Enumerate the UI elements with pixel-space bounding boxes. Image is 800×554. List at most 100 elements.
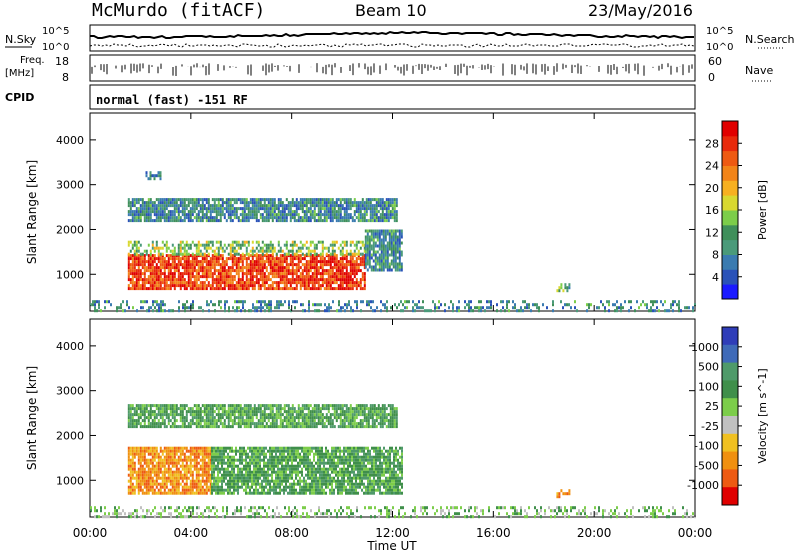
echo-cell bbox=[205, 488, 208, 492]
echo-cell bbox=[244, 309, 246, 313]
echo-cell bbox=[135, 284, 138, 288]
echo-cell bbox=[159, 278, 162, 282]
echo-cell bbox=[193, 198, 196, 202]
echo-cell bbox=[215, 446, 217, 450]
echo-cell bbox=[175, 467, 178, 471]
echo-cell bbox=[239, 287, 242, 291]
echo-cell bbox=[267, 254, 270, 258]
echo-cell bbox=[307, 482, 309, 486]
echo-cell bbox=[211, 470, 213, 474]
echo-cell bbox=[201, 284, 204, 288]
echo-cell bbox=[315, 473, 317, 477]
echo-cell bbox=[308, 300, 310, 304]
echo-cell bbox=[221, 278, 224, 282]
echo-cell bbox=[225, 488, 227, 492]
echo-cell bbox=[202, 309, 204, 313]
echo-cell bbox=[261, 207, 264, 211]
echo-cell bbox=[237, 482, 239, 486]
echo-cell bbox=[225, 476, 227, 480]
echo-cell bbox=[614, 303, 616, 307]
echo-cell bbox=[254, 306, 256, 310]
echo-cell bbox=[191, 458, 194, 462]
echo-cell bbox=[207, 473, 210, 477]
echo-cell bbox=[139, 467, 142, 471]
echo-cell bbox=[347, 482, 349, 486]
echo-cell bbox=[245, 278, 248, 282]
echo-cell bbox=[231, 269, 234, 273]
echo-cell bbox=[255, 252, 258, 256]
echo-cell bbox=[153, 249, 156, 253]
echo-cell bbox=[341, 449, 343, 453]
echo-cell bbox=[351, 260, 354, 264]
echo-cell bbox=[217, 260, 220, 264]
echo-cell bbox=[203, 458, 206, 462]
echo-cell bbox=[197, 272, 200, 276]
echo-cell bbox=[253, 249, 256, 253]
echo-cell bbox=[261, 219, 264, 223]
echo-cell bbox=[175, 284, 178, 288]
echo-cell bbox=[127, 458, 130, 462]
echo-cell bbox=[269, 240, 272, 244]
echo-cell bbox=[390, 262, 393, 266]
echo-cell bbox=[293, 455, 295, 459]
echo-cell bbox=[179, 249, 182, 253]
echo-cell bbox=[248, 309, 250, 313]
echo-cell bbox=[177, 272, 180, 276]
echo-cell bbox=[331, 249, 334, 253]
echo-cell bbox=[251, 210, 254, 214]
echo-cell bbox=[163, 479, 166, 483]
echo-cell bbox=[203, 266, 206, 270]
echo-cell bbox=[269, 204, 272, 208]
echo-cell bbox=[364, 247, 367, 251]
echo-cell bbox=[211, 272, 214, 276]
echo-cell bbox=[311, 249, 314, 253]
echo-cell bbox=[151, 278, 154, 282]
echo-cell bbox=[341, 491, 343, 495]
echo-cell bbox=[193, 275, 196, 279]
echo-cell bbox=[307, 210, 310, 214]
echo-cell bbox=[287, 467, 289, 471]
echo-cell bbox=[267, 257, 270, 261]
echo-cell bbox=[347, 449, 349, 453]
echo-cell bbox=[243, 201, 246, 205]
echo-cell bbox=[317, 287, 320, 291]
noise-search-trace bbox=[89, 43, 695, 48]
echo-cell bbox=[353, 269, 356, 273]
echo-cell bbox=[193, 464, 196, 468]
echo-cell bbox=[295, 278, 298, 282]
echo-cell bbox=[384, 229, 387, 233]
echo-cell bbox=[215, 198, 218, 202]
echo-cell bbox=[656, 306, 658, 310]
echo-cell bbox=[233, 216, 236, 220]
echo-cell bbox=[165, 246, 168, 250]
echo-cell bbox=[257, 266, 260, 270]
echo-cell bbox=[327, 257, 330, 261]
echo-cell bbox=[257, 260, 260, 264]
echo-cell bbox=[339, 278, 342, 282]
echo-cell bbox=[309, 207, 312, 211]
echo-cell bbox=[217, 246, 220, 250]
echo-cell bbox=[149, 476, 152, 480]
echo-cell bbox=[253, 266, 256, 270]
echo-cell bbox=[141, 213, 144, 217]
echo-cell bbox=[173, 482, 176, 486]
echo-cell bbox=[249, 254, 252, 258]
echo-cell bbox=[217, 240, 220, 244]
echo-cell bbox=[147, 260, 150, 264]
echo-cell bbox=[396, 256, 399, 260]
echo-cell bbox=[281, 201, 284, 205]
echo-cell bbox=[305, 485, 307, 489]
echo-cell bbox=[213, 287, 216, 291]
echo-cell bbox=[143, 263, 146, 267]
echo-cell bbox=[353, 467, 355, 471]
echo-cell bbox=[227, 266, 230, 270]
echo-cell bbox=[287, 476, 289, 480]
echo-cell bbox=[331, 240, 334, 244]
echo-cell bbox=[335, 455, 337, 459]
echo-cell bbox=[177, 479, 180, 483]
echo-cell bbox=[281, 254, 284, 258]
echo-cell bbox=[153, 458, 156, 462]
echo-cell bbox=[152, 300, 154, 304]
echo-cell bbox=[335, 219, 338, 223]
echo-cell bbox=[608, 309, 610, 313]
